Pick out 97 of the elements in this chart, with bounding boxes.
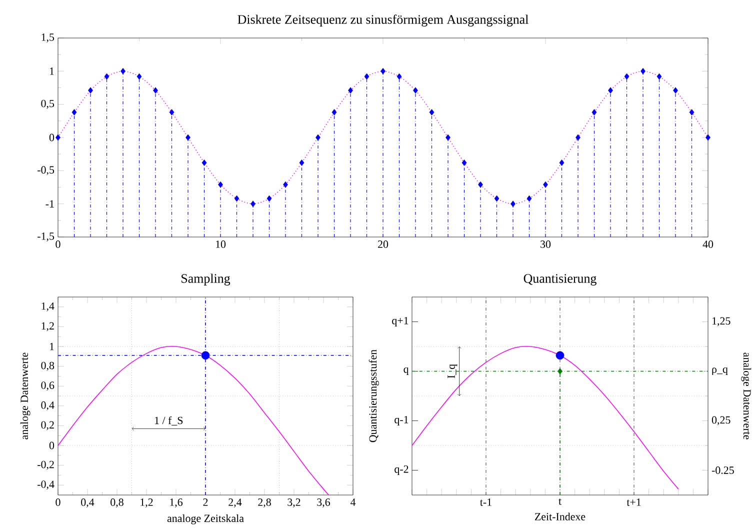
y-tick-label: 0: [49, 442, 54, 450]
x-tick-label: 20: [378, 240, 388, 248]
x-tick-label: 1,2: [140, 498, 153, 508]
point: [120, 68, 126, 74]
point: [186, 134, 190, 141]
text: q-1: [394, 416, 408, 426]
y-tick-label: 1: [50, 68, 54, 75]
point: [218, 181, 223, 188]
point: [104, 73, 110, 80]
y-tick-label: 1: [50, 342, 54, 350]
text: q: [404, 367, 409, 376]
y-tick-label: 0,25: [712, 416, 730, 426]
point: [446, 134, 450, 141]
x-axis-title: Zeit-Indexe: [534, 512, 586, 520]
point: [169, 109, 174, 116]
text: Quantisierungsstufen: [368, 350, 379, 442]
x-tick-label: 4: [350, 498, 356, 506]
x-tick-label: 40: [702, 240, 714, 248]
point: [202, 160, 207, 166]
point: [494, 195, 500, 202]
y-tick-label: -1: [46, 200, 54, 208]
point: [234, 195, 240, 202]
x-tick-label: 0: [56, 498, 60, 506]
y-tick-label: -0,4: [38, 480, 54, 490]
point: [559, 160, 564, 166]
point: [283, 181, 288, 188]
x-axis-title: analoge Zeitskala: [167, 514, 244, 524]
chart-title: Diskrete Zeitsequenz zu sinusförmigem Ausgangssignal: [238, 14, 528, 27]
x-tick-label: 10: [216, 240, 226, 248]
point: [332, 109, 337, 116]
point: [396, 73, 402, 80]
x-tick-label: t: [558, 498, 562, 505]
point: [543, 181, 548, 188]
y-tick-label: 0,4: [41, 401, 54, 410]
y-tick-label: 0,5: [41, 100, 54, 109]
x-tick-label: 30: [540, 240, 551, 248]
point: [380, 68, 386, 74]
point: [266, 195, 272, 202]
point: [348, 87, 353, 94]
x-tick-label: 2,8: [258, 498, 271, 508]
annotation: I_q: [448, 364, 458, 378]
y-tick-label: 0,2: [41, 421, 54, 430]
point: [250, 200, 256, 208]
y-tick-label: 0: [49, 134, 54, 142]
point: [462, 160, 467, 166]
point: [640, 68, 646, 74]
point: [673, 87, 678, 94]
point: [576, 134, 580, 141]
y-tick-label: -0,5: [38, 166, 54, 176]
point: [510, 200, 516, 208]
text: q+1: [392, 316, 408, 327]
x-tick-label: 3,6: [317, 498, 330, 508]
line-series: [412, 346, 679, 490]
point: [316, 134, 320, 141]
point: [364, 73, 370, 80]
point: [624, 73, 630, 80]
x-tick-label: 2,4: [228, 498, 242, 508]
y-tick-label: -1,5: [38, 232, 54, 242]
point: [153, 87, 158, 94]
x-tick-label: 0: [56, 240, 60, 248]
x-tick-label: 1,6: [170, 498, 183, 508]
point: [88, 87, 93, 94]
point: [689, 109, 694, 116]
y-tick-label: 1,2: [42, 322, 54, 332]
point: [526, 195, 532, 202]
x-tick-label: t+1: [626, 498, 641, 506]
point: [299, 160, 304, 166]
y-tick-label: 1,5: [42, 34, 54, 42]
point: [56, 134, 60, 141]
x-tick-label: 2: [203, 498, 208, 506]
point: [592, 109, 597, 116]
y-axis-title: analoge Datenwerte: [20, 352, 30, 440]
y-tick-label: ρ_q: [712, 367, 728, 376]
annotation: 1 / f_S: [154, 416, 183, 426]
point: [136, 73, 142, 80]
point: [478, 181, 483, 188]
x-tick-label: 3,2: [288, 498, 300, 508]
chart-title: Sampling: [182, 274, 230, 286]
point: [608, 87, 613, 94]
point: [413, 87, 418, 94]
line-series: [58, 346, 330, 496]
y-tick-label: -0.25: [712, 466, 734, 474]
x-tick-label: t-1: [480, 498, 492, 506]
y-tick-label: 1,25: [712, 317, 730, 326]
y-tick-label: -0,2: [38, 460, 54, 470]
y-tick-label: 0,8: [41, 362, 54, 371]
x-tick-label: 0,8: [110, 498, 124, 508]
y-tick-label: 0,6: [41, 382, 54, 391]
chart-title: Quantisierung: [524, 274, 596, 286]
point: [429, 109, 434, 116]
y-axis-title: analoge Datenwerte: [741, 352, 752, 440]
point: [656, 73, 662, 80]
text: q-2: [394, 465, 408, 476]
x-tick-label: 0,4: [81, 498, 94, 508]
point: [72, 109, 77, 116]
point: [706, 134, 710, 141]
y-tick-label: 1,4: [42, 302, 54, 312]
